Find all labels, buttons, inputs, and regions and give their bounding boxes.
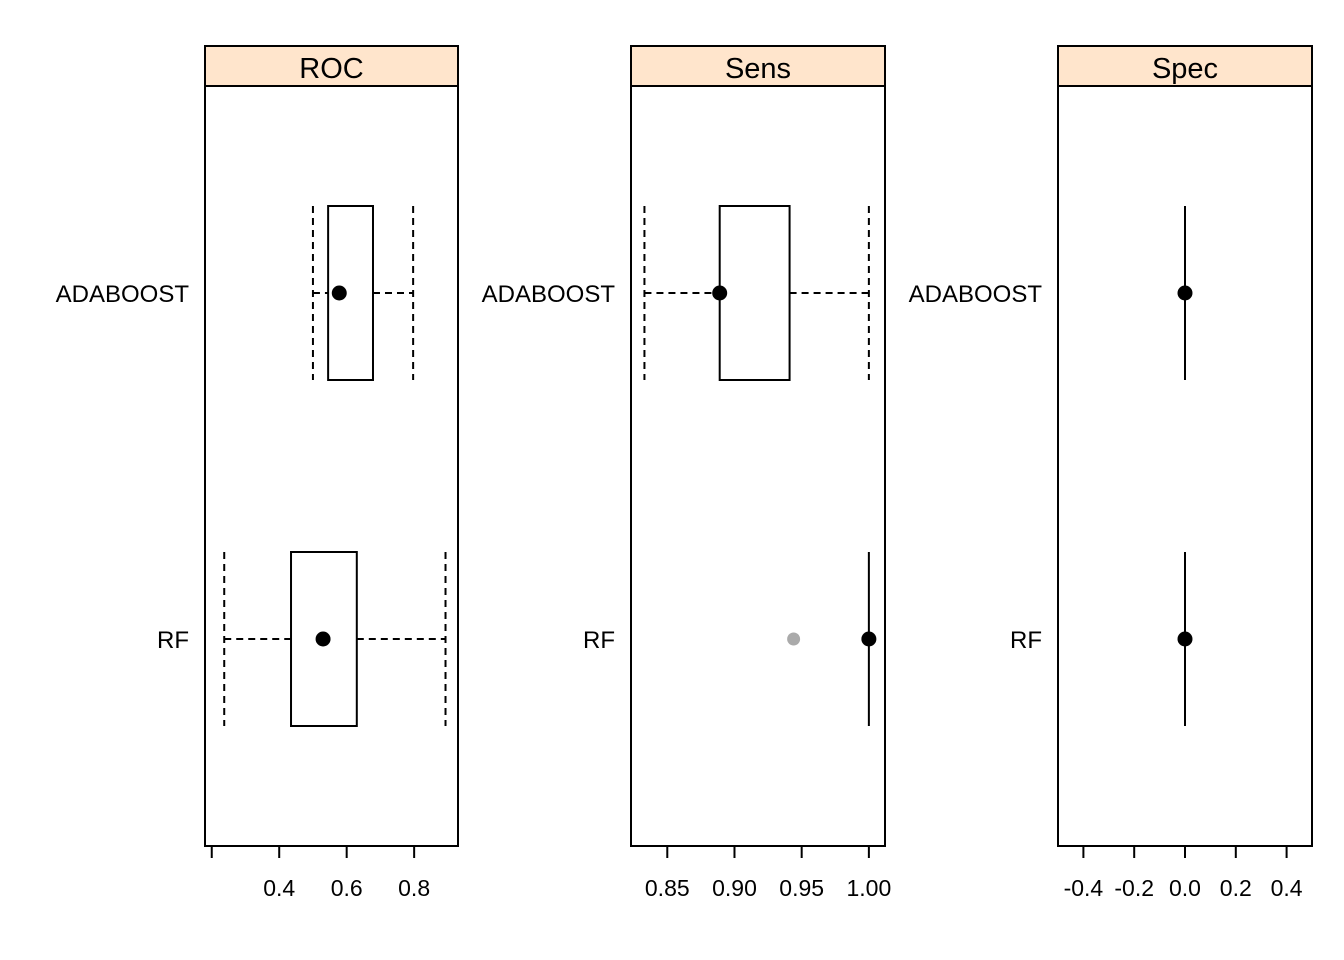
category-label: ADABOOST: [482, 281, 616, 308]
median-point: [331, 285, 347, 301]
panel-roc: ROC ADABOOST RF 0.4 0.6 0.8: [56, 45, 459, 901]
box-rf: [223, 551, 447, 727]
x-tick-label: -0.2: [1114, 875, 1154, 901]
median-point: [861, 631, 877, 647]
panel-strip: [1057, 45, 1313, 87]
panel-spec: Spec ADABOOST RF -0.4 -0.2 0.0 0.2 0.4: [909, 45, 1313, 901]
box-adaboost: [1177, 206, 1193, 380]
panel-sens: Sens ADABOOST RF 0.85 0.90 0.95 1.00: [482, 45, 891, 901]
x-tick-label: 0.2: [1220, 875, 1252, 901]
panel-strip: [204, 45, 459, 87]
box-adaboost: [643, 205, 870, 381]
category-label: RF: [1010, 627, 1042, 654]
x-tick-label: 0.90: [712, 875, 757, 901]
median-point: [1177, 631, 1193, 647]
x-tick-label: 0.85: [645, 875, 690, 901]
outlier-point: [787, 632, 801, 646]
panel-strip: [630, 45, 886, 87]
panel-strip-title: Spec: [1152, 53, 1218, 85]
panel-strip-title: Sens: [725, 53, 791, 85]
box-adaboost: [311, 205, 415, 381]
x-tick-label: 0.6: [331, 875, 363, 901]
x-tick-label: 0.0: [1169, 875, 1201, 901]
category-label: RF: [583, 627, 615, 654]
x-tick-label: 0.4: [263, 875, 295, 901]
iqr-box: [718, 205, 791, 381]
panel-frame: [630, 45, 886, 847]
box-rf: [787, 552, 877, 726]
median-point: [712, 285, 728, 301]
x-tick-label: 0.4: [1271, 875, 1303, 901]
box-rf: [1177, 552, 1193, 726]
median-point: [1177, 285, 1193, 301]
category-label: RF: [157, 627, 189, 654]
x-tick-label: 0.95: [779, 875, 824, 901]
x-tick-label: -0.4: [1064, 875, 1104, 901]
median-point: [315, 631, 331, 647]
x-tick-label: 1.00: [846, 875, 891, 901]
panel-strip-title: ROC: [299, 53, 363, 85]
category-label: ADABOOST: [909, 281, 1043, 308]
category-label: ADABOOST: [56, 281, 190, 308]
x-tick-label: 0.8: [398, 875, 430, 901]
